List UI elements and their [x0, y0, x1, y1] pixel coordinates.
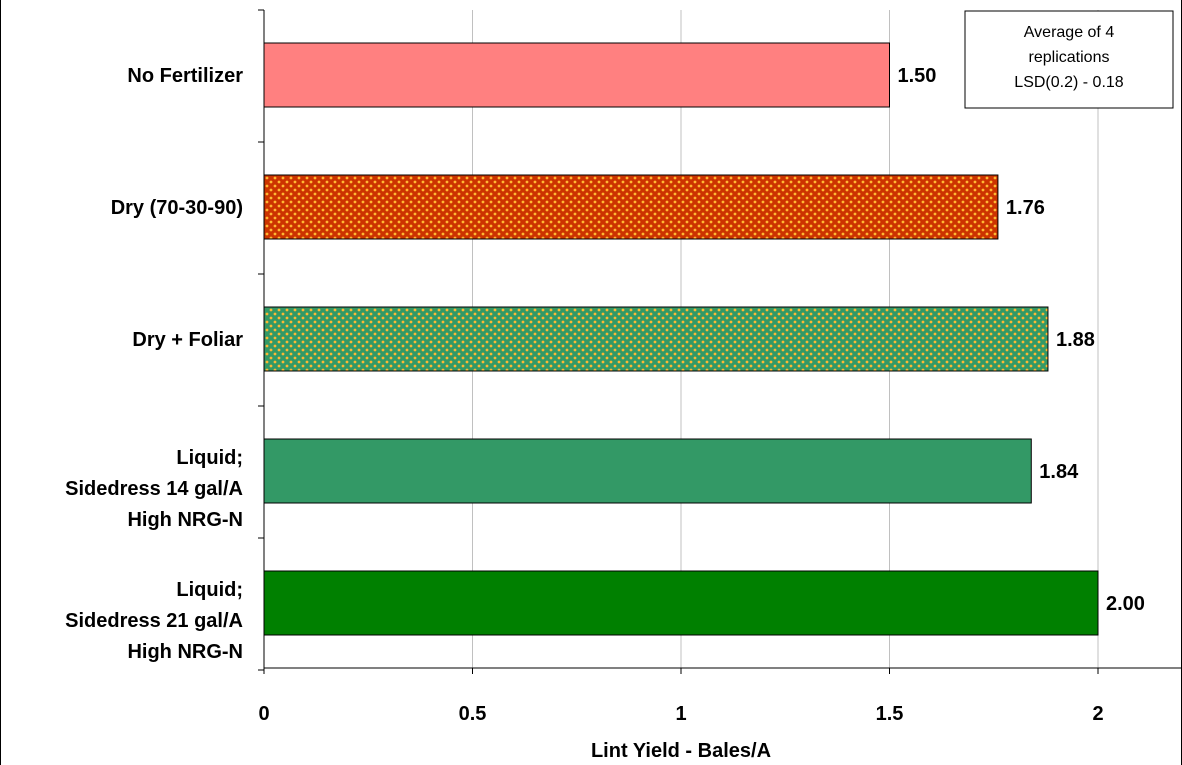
- data-label-0: 1.50: [898, 65, 937, 87]
- x-tick-label-4: 2: [1092, 703, 1103, 725]
- data-label-1: 1.76: [1006, 197, 1045, 219]
- labels: 0 0.5 1 1.5 2 1.50 No Fertilizer 1.76 Dry (70-30…: [65, 65, 1145, 762]
- annotation-line-2: LSD(0.2) - 0.18: [1014, 74, 1123, 91]
- data-label-4: 2.00: [1106, 593, 1145, 615]
- category-label-2-0: Dry + Foliar: [132, 329, 243, 351]
- category-label-0-0: No Fertilizer: [127, 65, 243, 87]
- category-label-1-0: Dry (70-30-90): [111, 197, 243, 219]
- bars: [263, 42, 1099, 636]
- category-label-4-0: Liquid;: [176, 579, 243, 601]
- x-axis-title: Lint Yield - Bales/A: [591, 740, 771, 762]
- category-label-3-2: High NRG-N: [127, 509, 243, 531]
- category-label-3-1: Sidedress 14 gal/A: [65, 478, 243, 500]
- data-label-3: 1.84: [1039, 461, 1079, 483]
- annotation-box-rect: [964, 10, 1174, 109]
- bar-4: [263, 570, 1099, 636]
- annotation-line-1: replications: [1029, 49, 1110, 66]
- bar-3: [263, 438, 1032, 504]
- annotation-line-0: Average of 4: [1024, 24, 1115, 41]
- x-tick-label-3: 1.5: [876, 703, 904, 725]
- bar-2: [263, 306, 1049, 372]
- x-tick-label-2: 1: [675, 703, 686, 725]
- x-tick-label-1: 0.5: [459, 703, 487, 725]
- data-label-2: 1.88: [1056, 329, 1095, 351]
- x-tick-label-0: 0: [258, 703, 269, 725]
- bar-0: [263, 42, 890, 108]
- category-label-3-0: Liquid;: [176, 447, 243, 469]
- category-label-4-2: High NRG-N: [127, 641, 243, 663]
- category-label-4-1: Sidedress 21 gal/A: [65, 610, 243, 632]
- annotation-box: Average of 4 replications LSD(0.2) - 0.18: [964, 10, 1174, 109]
- bar-1: [263, 174, 999, 240]
